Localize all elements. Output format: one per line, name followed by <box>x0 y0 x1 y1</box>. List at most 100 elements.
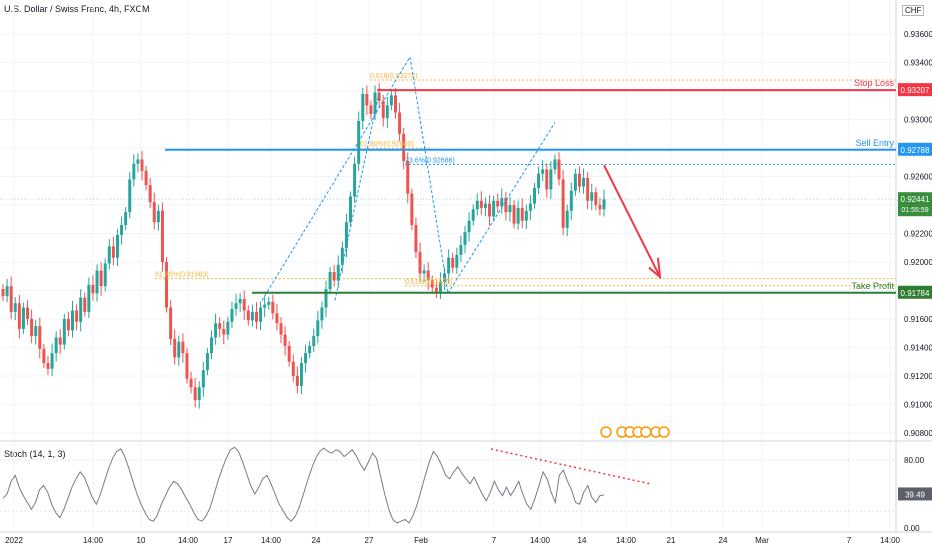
candle-body <box>189 378 193 388</box>
candle-body <box>238 299 242 304</box>
candle-body <box>169 307 173 339</box>
candle-body <box>103 263 107 287</box>
candle-body <box>71 310 75 331</box>
candle-body <box>173 338 177 358</box>
candle-body <box>598 205 602 210</box>
candle-body <box>197 387 201 401</box>
candle-body <box>471 209 475 221</box>
candle-body <box>140 159 144 171</box>
currency-badge[interactable]: CHF <box>902 5 925 16</box>
level-price-tag <box>898 285 932 299</box>
candle-body <box>488 203 492 217</box>
candle-body <box>144 170 148 186</box>
candle-body <box>304 353 308 364</box>
candle-body <box>451 257 455 268</box>
candle-body <box>565 210 569 228</box>
y-tick-label: 0.91400 <box>904 343 932 352</box>
candle-body <box>328 271 332 290</box>
candle-body <box>344 222 348 248</box>
pattern-trend-line <box>447 122 556 294</box>
candle-body <box>54 337 58 354</box>
candle-body <box>455 254 459 268</box>
candle-body <box>214 323 218 338</box>
y-tick-label: 0.93400 <box>904 59 932 68</box>
x-tick-label: 7 <box>492 536 497 545</box>
y-tick-label: 0.91600 <box>904 315 932 324</box>
candle-body <box>402 133 406 161</box>
candle-body <box>524 210 528 221</box>
candle-body <box>602 199 606 210</box>
candle-body <box>34 326 38 337</box>
candle-body <box>271 301 275 314</box>
stoch-title: Stoch (14, 1, 3) <box>4 449 66 459</box>
candle-body <box>528 203 532 211</box>
candle-body <box>361 93 365 122</box>
candle-body <box>393 95 397 113</box>
y-tick-label: 0.91200 <box>904 372 932 381</box>
candle-body <box>479 200 483 208</box>
candle-body <box>377 92 381 102</box>
candle-body <box>234 303 238 309</box>
stoch-value-tag <box>898 487 932 501</box>
x-tick-label: 14:00 <box>530 536 551 545</box>
candle-body <box>91 284 95 294</box>
x-tick-label: 17 <box>224 536 233 545</box>
fib-level-label: 61.80%(0.91883) <box>155 272 209 279</box>
candle-body <box>312 336 316 347</box>
candle-body <box>13 303 17 312</box>
candle-body <box>254 311 258 322</box>
level-price-label: 0.93207 <box>901 86 930 95</box>
x-tick-label: 10 <box>137 536 146 545</box>
candle-body <box>340 247 344 265</box>
x-tick-label: 7 <box>847 536 852 545</box>
candle-body <box>496 200 500 207</box>
candle-body <box>520 207 524 221</box>
candle-body <box>62 318 66 345</box>
candle-body <box>389 95 393 106</box>
y-tick-label: 0.92600 <box>904 173 932 182</box>
projection-arrow <box>603 164 661 278</box>
candle-body <box>398 112 402 134</box>
candle-body <box>26 307 30 319</box>
candle-body <box>406 160 410 194</box>
candle-body <box>218 323 222 329</box>
candle-body <box>9 286 13 312</box>
candle-body <box>373 92 377 114</box>
candle-body <box>434 287 438 292</box>
candle-body <box>365 93 369 106</box>
candle-body <box>512 205 516 224</box>
event-flag-icon <box>640 426 652 438</box>
candle-body <box>111 246 115 258</box>
candle-body <box>160 210 164 263</box>
last-price-label: 0.92441 <box>901 195 930 204</box>
stoch-tick-label: 80.00 <box>904 456 925 465</box>
x-tick-label: 27 <box>365 536 374 545</box>
candle-body <box>500 197 504 207</box>
candle-body <box>308 346 312 354</box>
candle-body <box>58 337 62 345</box>
candle-body <box>537 173 541 188</box>
candle-body <box>504 197 508 213</box>
candle-body <box>295 375 299 386</box>
candle-body <box>83 297 87 312</box>
x-tick-label: Feb <box>414 536 428 545</box>
candle-body <box>66 318 70 331</box>
y-tick-label: 0.93000 <box>904 116 932 125</box>
candle-body <box>283 334 287 347</box>
stoch-value-label: 39.49 <box>905 490 926 499</box>
candle-body <box>279 323 283 335</box>
candle-body <box>594 192 598 206</box>
level-price-tag <box>898 83 932 97</box>
x-tick-label: 14:00 <box>178 536 199 545</box>
candle-body <box>42 348 46 364</box>
candle-body <box>38 326 42 349</box>
candle-body <box>590 192 594 201</box>
candle-body <box>181 341 185 354</box>
stoch-trend-line <box>490 448 651 485</box>
candle-body <box>410 193 414 225</box>
fib-level-label: 61.80%(0.92800) <box>360 141 414 148</box>
candle-body <box>193 387 197 401</box>
level-price-tag <box>898 142 932 156</box>
candle-body <box>426 270 430 281</box>
